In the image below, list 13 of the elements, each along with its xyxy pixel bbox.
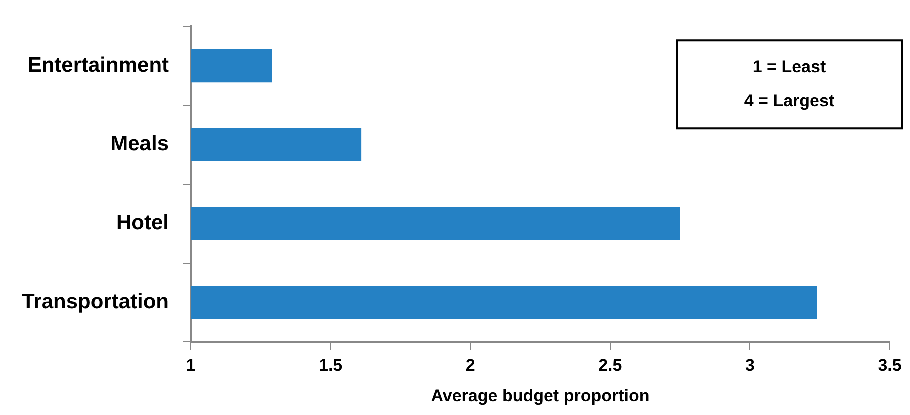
y-tick-label: Hotel bbox=[116, 212, 170, 235]
annotation: 1 = Least bbox=[752, 57, 826, 76]
y-tick-label: Transportation bbox=[22, 290, 170, 314]
x-tick-label: 2.5 bbox=[598, 356, 622, 376]
x-tick-label: 1.5 bbox=[318, 356, 343, 376]
x-tick-label: 3 bbox=[745, 356, 755, 376]
x-tick-label: 2 bbox=[466, 356, 476, 376]
annotation: 4 = Largest bbox=[744, 91, 835, 110]
y-tick-label: Meals bbox=[110, 132, 170, 156]
x-axis-title: Average budget proportion bbox=[431, 386, 650, 406]
x-tick-label: 1 bbox=[186, 356, 196, 376]
y-tick-label: Entertainment bbox=[28, 54, 170, 77]
x-tick-label: 3.5 bbox=[878, 356, 902, 376]
